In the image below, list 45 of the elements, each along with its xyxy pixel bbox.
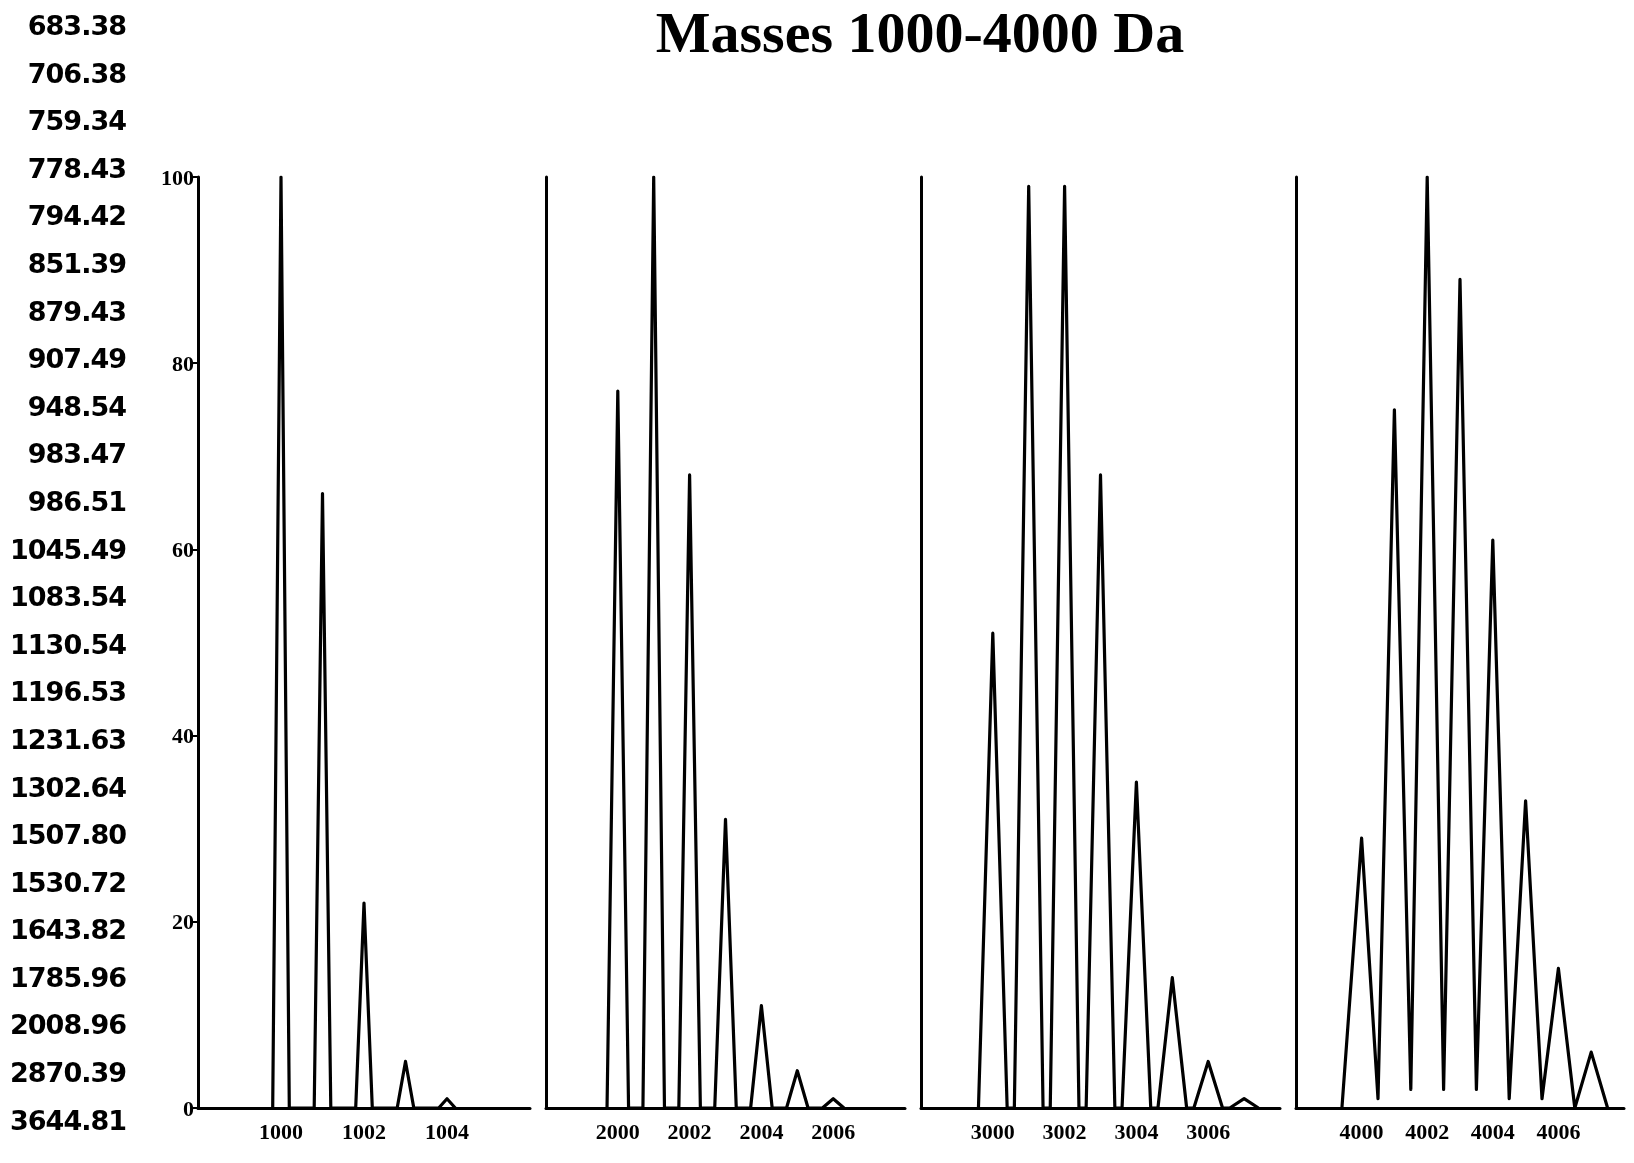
text: 683.38 (26, 9, 126, 43)
y-tick-label: 80 (172, 350, 194, 376)
x-tick-label: 2006 (811, 1118, 856, 1144)
x-tick-label: 4000 (1339, 1118, 1384, 1144)
x-tick-label: 1004 (425, 1118, 469, 1144)
x-tick-label: 1000 (259, 1118, 303, 1144)
text: 2870.39 (9, 1056, 126, 1091)
y-tick-label: 60 (172, 536, 194, 562)
text: 1083.54 (9, 580, 126, 615)
text: 1130.54 (9, 627, 126, 662)
x-tick-label: 1002 (342, 1118, 386, 1144)
text: 1045.49 (9, 532, 126, 567)
x-tick-label: 3000 (970, 1118, 1015, 1144)
x-tick-label: 2002 (667, 1118, 712, 1144)
y-tick-label: 20 (172, 909, 194, 935)
text: 706.38 (26, 56, 126, 91)
text: 759.34 (26, 104, 126, 139)
text: 983.47 (26, 437, 126, 472)
text: 851.39 (26, 246, 126, 281)
text: 1785.96 (9, 960, 126, 995)
text: 1530.72 (9, 865, 126, 900)
x-tick-label: 3006 (1186, 1118, 1231, 1144)
x-tick-label: 4006 (1536, 1118, 1581, 1144)
text: 907.49 (26, 342, 126, 377)
y-tick-label: 100 (161, 164, 194, 190)
x-tick-label: 4002 (1405, 1118, 1450, 1144)
x-tick-label: 3002 (1042, 1118, 1087, 1144)
text: 1231.63 (9, 722, 126, 757)
text: Masses 1000-4000 Da (654, 0, 1186, 66)
text: 794.42 (26, 199, 126, 234)
text: 1302.64 (9, 770, 126, 805)
text: 1643.82 (9, 913, 126, 948)
x-tick-label: 3004 (1114, 1118, 1159, 1144)
text: 948.54 (26, 389, 126, 424)
x-tick-label: 2004 (739, 1118, 784, 1144)
text: 879.43 (26, 294, 126, 329)
text: 986.51 (26, 484, 126, 519)
x-tick-label: 4004 (1470, 1118, 1515, 1144)
y-tick-label: 40 (172, 723, 194, 749)
text: 2008.96 (9, 1008, 126, 1043)
text: 3644.81 (9, 1103, 126, 1138)
text: 778.43 (26, 151, 126, 186)
x-tick-label: 2000 (595, 1118, 640, 1144)
text: 1507.80 (9, 818, 126, 853)
text: 1196.53 (9, 675, 126, 710)
